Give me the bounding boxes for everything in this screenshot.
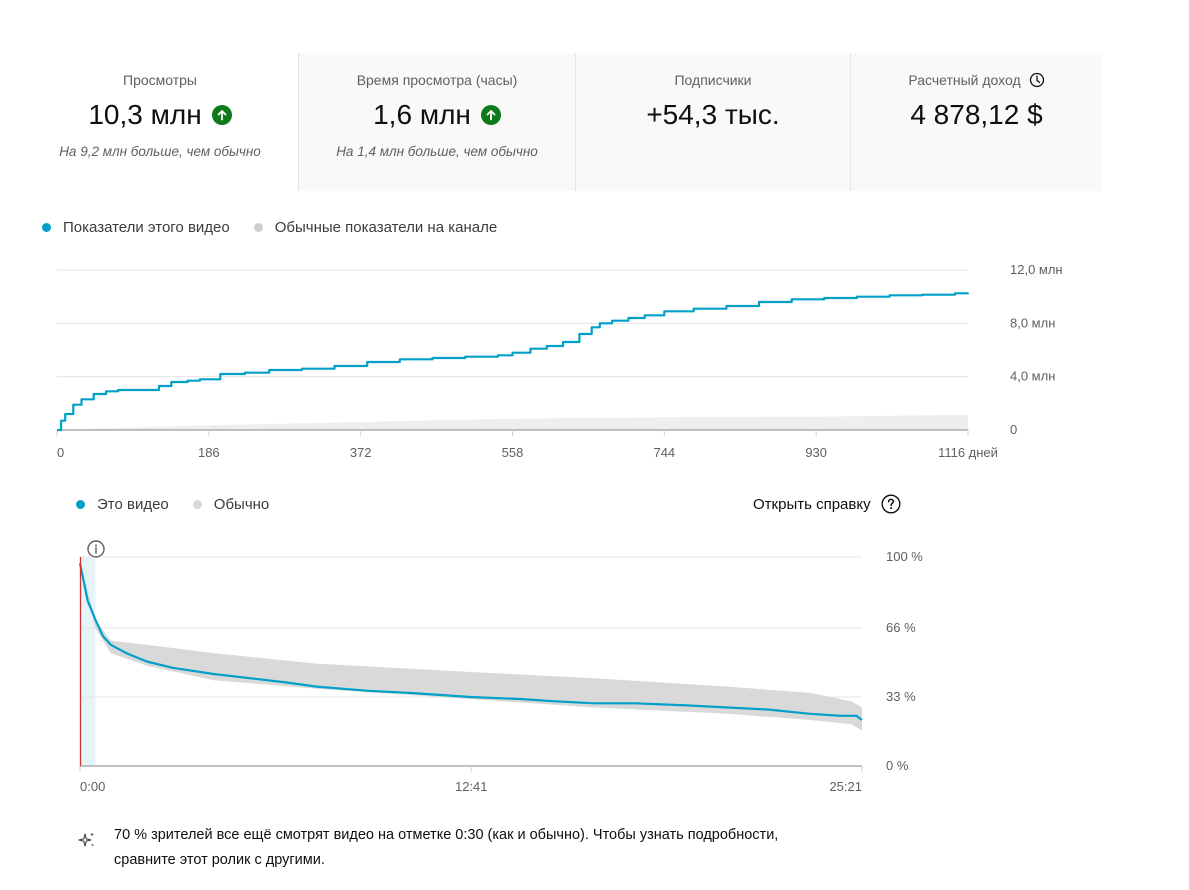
x-tick-labels: 0 186 372 558 744 930 1116 дней bbox=[57, 445, 998, 460]
y-tick-label: 33 % bbox=[886, 689, 916, 704]
legend-dot-baseline bbox=[253, 223, 263, 232]
metric-note: На 1,4 млн больше, чем обычно bbox=[336, 144, 538, 159]
metric-label: Просмотры bbox=[123, 72, 197, 88]
x-tick-label: 558 bbox=[502, 445, 524, 460]
clock-icon bbox=[1029, 72, 1044, 88]
legend-label: Это видео bbox=[97, 496, 169, 513]
y-tick-labels: 0 4,0 млн 8,0 млн 12,0 млн bbox=[1010, 262, 1063, 437]
x-axis bbox=[79, 765, 863, 772]
this-video-line bbox=[78, 563, 863, 721]
legend-label: Обычно bbox=[213, 496, 270, 513]
legend-item-typical[interactable]: Обычно bbox=[192, 496, 270, 513]
trend-up-icon bbox=[480, 105, 501, 125]
sparkle-icon bbox=[78, 832, 94, 847]
legend-dot-accent bbox=[76, 500, 85, 509]
legend-dot-baseline bbox=[192, 500, 202, 509]
typical-range-area bbox=[80, 561, 862, 731]
y-tick-labels: 0 % 33 % 66 % 100 % bbox=[886, 549, 923, 773]
insight-text: 70 % зрителей все ещё смотрят видео на о… bbox=[114, 827, 779, 868]
x-tick-label: 25:21 bbox=[829, 779, 862, 794]
baseline-band bbox=[57, 414, 968, 430]
metric-value: 10,3 млн bbox=[88, 99, 202, 130]
typical-range-area bbox=[57, 414, 968, 430]
metric-label: Время просмотра (часы) bbox=[356, 72, 518, 88]
x-tick-label: 1116 дней bbox=[938, 445, 998, 460]
x-tick-labels: 0:00 12:41 25:21 bbox=[80, 779, 862, 794]
open-help-link[interactable]: Открыть справку bbox=[753, 494, 901, 514]
x-tick-label: 0:00 bbox=[80, 779, 105, 794]
metric-value: 4 878,12 $ bbox=[910, 99, 1043, 130]
y-tick-label: 4,0 млн bbox=[1010, 369, 1055, 384]
x-tick-label: 186 bbox=[198, 445, 220, 460]
x-tick-label: 372 bbox=[350, 445, 372, 460]
retention-chart-legend: Это видео Обычно bbox=[76, 496, 293, 513]
x-tick-label: 930 bbox=[805, 445, 827, 460]
legend-item-typical[interactable]: Обычные показатели на канале bbox=[253, 219, 498, 236]
baseline-band bbox=[80, 561, 862, 731]
legend-dot-accent bbox=[42, 223, 51, 232]
insight-message: 70 % зрителей все ещё смотрят видео на о… bbox=[78, 823, 794, 873]
legend-label: Показатели этого видео bbox=[63, 219, 230, 236]
y-tick-label: 8,0 млн bbox=[1010, 315, 1055, 330]
metric-value: +54,3 тыс. bbox=[646, 99, 780, 130]
trend-up-icon bbox=[211, 105, 232, 125]
metric-label: Подписчики bbox=[674, 72, 752, 88]
metrics-row: Просмотры 10,3 млн На 9,2 млн больше, че… bbox=[22, 53, 1102, 191]
info-icon[interactable] bbox=[86, 539, 106, 559]
series-line bbox=[57, 292, 970, 432]
help-icon bbox=[881, 494, 901, 514]
this-video-line bbox=[57, 292, 970, 432]
legend-label: Обычные показатели на канале bbox=[274, 219, 498, 236]
metric-label: Расчетный доход bbox=[908, 72, 1021, 88]
intro-highlight bbox=[80, 557, 96, 766]
legend-item-this-video[interactable]: Показатели этого видео bbox=[42, 219, 230, 236]
metric-card-revenue[interactable]: Расчетный доход 4 878,12 $ bbox=[850, 53, 1102, 191]
highlight-region bbox=[80, 557, 96, 766]
help-label: Открыть справку bbox=[753, 495, 871, 513]
metric-card-subscribers[interactable]: Подписчики +54,3 тыс. bbox=[575, 53, 850, 191]
metric-card-views[interactable]: Просмотры 10,3 млн На 9,2 млн больше, че… bbox=[22, 53, 298, 191]
x-tick-label: 0 bbox=[57, 445, 64, 460]
y-tick-label: 100 % bbox=[886, 549, 923, 564]
legend-item-this-video[interactable]: Это видео bbox=[76, 496, 169, 513]
x-tick-label: 12:41 bbox=[455, 779, 488, 794]
metric-value: 1,6 млн bbox=[373, 99, 471, 130]
metric-note: На 9,2 млн больше, чем обычно bbox=[59, 144, 261, 159]
metric-card-watch-time[interactable]: Время просмотра (часы) 1,6 млн На 1,4 мл… bbox=[298, 53, 575, 191]
series-line bbox=[78, 563, 863, 721]
grid-lines bbox=[57, 269, 968, 378]
y-tick-label: 12,0 млн bbox=[1010, 262, 1063, 277]
y-tick-label: 0 % bbox=[886, 758, 909, 773]
y-tick-label: 66 % bbox=[886, 620, 916, 635]
views-chart-legend: Показатели этого видео Обычные показател… bbox=[42, 219, 521, 236]
y-tick-label: 0 bbox=[1010, 422, 1017, 437]
x-tick-label: 744 bbox=[653, 445, 675, 460]
